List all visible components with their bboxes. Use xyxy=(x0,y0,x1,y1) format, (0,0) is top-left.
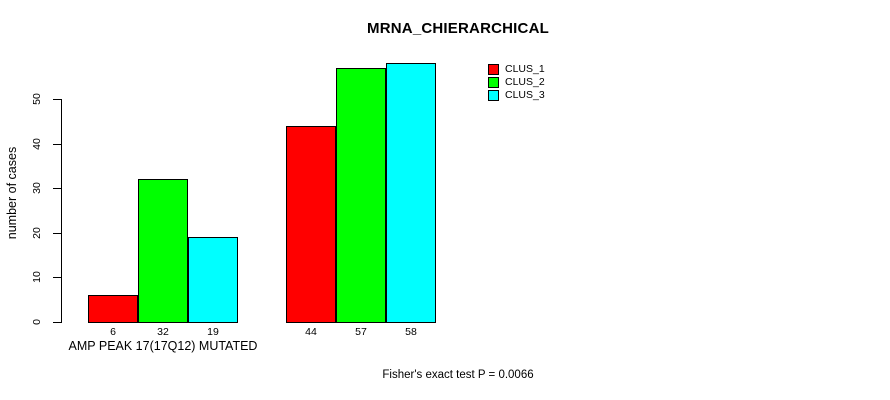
bar-value-label: 32 xyxy=(157,326,169,338)
bar-clus_1-group1 xyxy=(88,295,138,323)
bar-clus_2-group2 xyxy=(336,68,386,323)
y-axis-tick-label: 40 xyxy=(31,137,43,150)
legend-swatch-icon xyxy=(488,90,499,101)
bar-value-label: 6 xyxy=(110,326,116,338)
bar-clus_3-group1 xyxy=(188,237,238,323)
fisher-test-annotation: Fisher's exact test P = 0.0066 xyxy=(382,369,534,381)
bar-value-label: 57 xyxy=(355,326,367,338)
bar-value-label: 44 xyxy=(305,326,317,338)
legend-item: CLUS_2 xyxy=(488,76,545,89)
y-axis-tick-label: 50 xyxy=(31,93,43,105)
y-axis-tick-label: 0 xyxy=(31,319,43,325)
bar-value-label: 58 xyxy=(405,326,417,338)
y-axis-line xyxy=(61,99,62,323)
y-axis-tick xyxy=(53,188,61,190)
legend-item: CLUS_3 xyxy=(488,89,545,102)
bar-clus_2-group1 xyxy=(138,179,188,323)
legend-label: CLUS_1 xyxy=(505,63,545,75)
y-axis-tick-label: 10 xyxy=(31,271,43,284)
y-axis-tick-label: 20 xyxy=(31,226,43,239)
y-axis-tick xyxy=(53,277,61,279)
legend-swatch-icon xyxy=(488,64,499,75)
chart-title: MRNA_CHIERARCHICAL xyxy=(367,20,549,37)
legend-item: CLUS_1 xyxy=(488,63,545,76)
legend: CLUS_1 CLUS_2 CLUS_3 xyxy=(488,63,545,102)
bar-clus_1-group2 xyxy=(286,126,336,323)
legend-swatch-icon xyxy=(488,77,499,88)
bar-value-label: 19 xyxy=(207,326,219,338)
y-axis-label: number of cases xyxy=(5,146,19,240)
y-axis-tick xyxy=(53,322,61,323)
legend-label: CLUS_3 xyxy=(505,89,545,101)
y-axis-tick-label: 30 xyxy=(31,182,43,195)
y-axis-tick xyxy=(53,232,61,234)
x-axis-group-label: AMP PEAK 17(17Q12) MUTATED xyxy=(68,339,258,353)
bar-clus_3-group2 xyxy=(386,63,436,323)
legend-label: CLUS_2 xyxy=(505,76,545,88)
y-axis-tick xyxy=(53,143,61,145)
y-axis-tick xyxy=(53,99,61,100)
